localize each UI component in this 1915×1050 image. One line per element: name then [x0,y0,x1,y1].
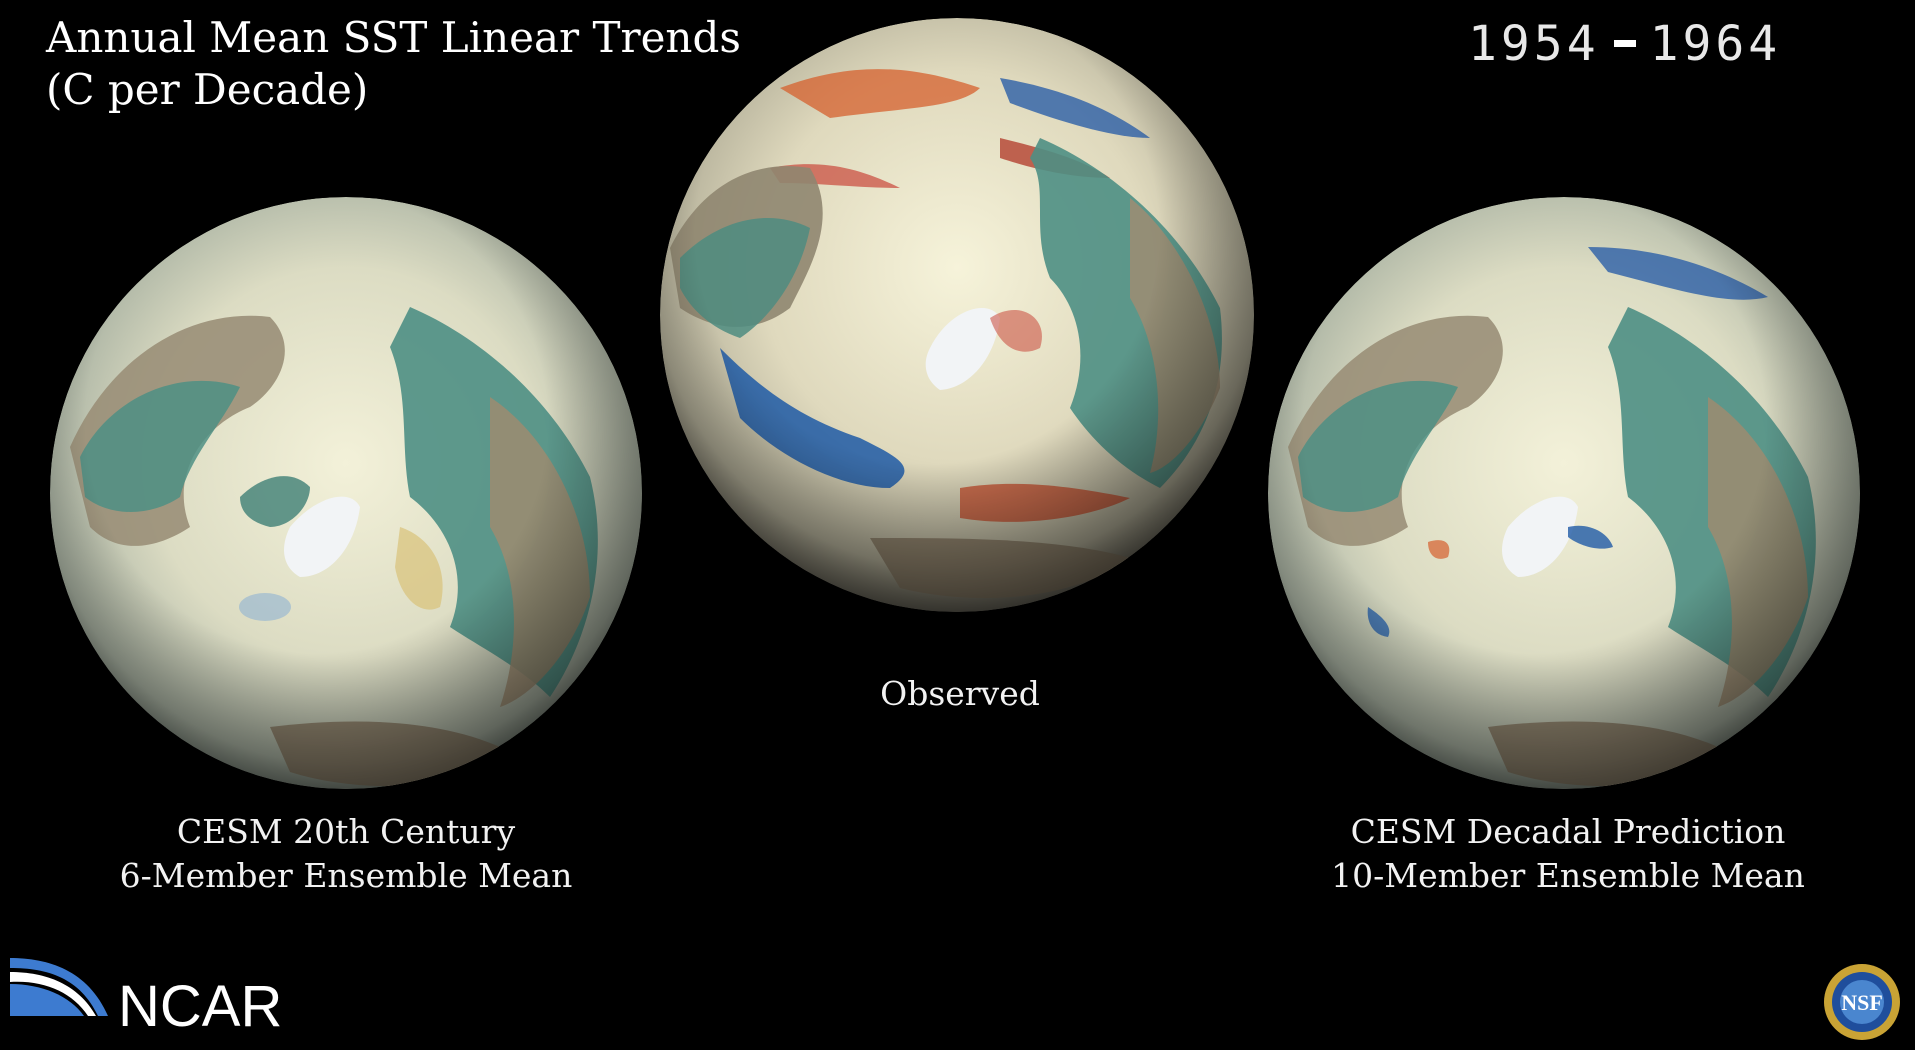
page-title: Annual Mean SST Linear Trends (C per Dec… [46,12,741,116]
globe-cesm-20th-century-image [50,197,642,789]
year-end: 1964 [1649,16,1782,72]
year-range: 1954 1964 [1468,16,1781,72]
caption-cesm-decadal-prediction: CESM Decadal Prediction 10-Member Ensemb… [1318,810,1818,898]
globe-observed [660,18,1254,612]
year-start: 1954 [1468,16,1600,72]
globe-cesm-20th-century [50,197,642,789]
globe-cesm-decadal-prediction-image [1268,197,1860,789]
ncar-logo: NCAR [10,958,282,1036]
caption-cesm-20th-century: CESM 20th Century 6-Member Ensemble Mean [96,810,596,898]
caption-cesm-decadal-prediction-line-1: CESM Decadal Prediction [1350,812,1786,851]
caption-cesm-20th-century-line-1: CESM 20th Century [176,812,516,851]
nsf-logo-text: NSF [1841,990,1883,1015]
title-line-1: Annual Mean SST Linear Trends [46,13,741,62]
globe-observed-image [660,18,1254,612]
caption-cesm-20th-century-line-2: 6-Member Ensemble Mean [119,856,573,895]
title-line-2: (C per Decade) [46,65,369,114]
ncar-logo-text: NCAR [118,974,282,1036]
globe-cesm-decadal-prediction [1268,197,1860,789]
year-dash [1613,39,1636,47]
nsf-logo: NSF [1824,964,1900,1040]
caption-observed: Observed [860,672,1060,716]
caption-cesm-decadal-prediction-line-2: 10-Member Ensemble Mean [1331,856,1805,895]
caption-observed-line-1: Observed [880,674,1040,713]
